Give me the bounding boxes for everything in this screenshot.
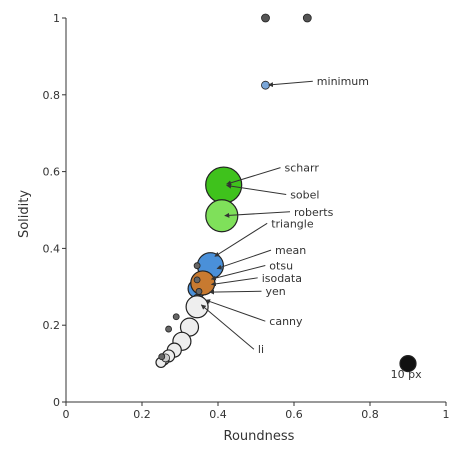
annotation-label: roberts (294, 206, 334, 219)
annotation-arrow (224, 211, 291, 218)
annotation-arrow (226, 167, 281, 186)
data-point (261, 13, 270, 23)
y-tick-label: 1 (53, 12, 60, 25)
annotation-label: yen (266, 285, 286, 298)
annotation-arrow (210, 277, 258, 287)
annotation-arrow (226, 183, 287, 195)
annotation-label: sobel (290, 188, 319, 201)
y-tick-label: 0.2 (43, 319, 61, 332)
x-tick-label: 0.4 (209, 408, 227, 421)
y-tick-label: 0 (53, 396, 60, 409)
annotation-arrow (267, 80, 313, 88)
y-tick-label: 0.6 (43, 166, 61, 179)
data-point (399, 355, 417, 373)
x-tick-label: 0.2 (133, 408, 151, 421)
data-point (205, 166, 243, 204)
annotation-label: isodata (262, 272, 302, 285)
x-tick-label: 0.8 (361, 408, 379, 421)
data-point (165, 325, 173, 333)
scale-label: 10 px (391, 368, 422, 381)
data-points (155, 13, 417, 373)
annotation-label: minimum (317, 75, 369, 88)
x-tick-label: 1 (443, 408, 450, 421)
y-axis-title: Solidity (17, 190, 32, 238)
annotation-arrow (216, 249, 272, 270)
data-point (302, 13, 312, 23)
annotation-arrow (210, 265, 266, 281)
data-point (205, 199, 239, 233)
x-axis-title: Roundness (224, 429, 295, 444)
data-point (185, 295, 209, 319)
data-point (195, 288, 203, 295)
data-point (158, 353, 166, 361)
y-tick-label: 0.4 (43, 242, 61, 255)
annotation-label: canny (269, 315, 303, 328)
annotation-label: otsu (269, 260, 293, 273)
annotation-arrow (205, 299, 266, 322)
annotation-arrow (214, 222, 268, 257)
data-point (172, 313, 180, 321)
annotation-label: scharr (285, 162, 320, 175)
x-tick-label: 0 (63, 408, 70, 421)
annotation-label: triangle (271, 217, 314, 230)
data-point (193, 262, 201, 270)
annotation-arrow (209, 289, 262, 295)
data-point (261, 80, 270, 90)
axis-ticks: 0 0.2 0.4 0.6 0.8 1 0 0.2 0.4 0.6 0.8 1 (43, 12, 450, 421)
annotation-label: li (258, 343, 264, 356)
y-tick-label: 0.8 (43, 89, 61, 102)
annotation-label: mean (275, 244, 306, 257)
x-tick-label: 0.6 (285, 408, 303, 421)
data-point (193, 276, 201, 284)
data-point (190, 270, 216, 296)
annotation-arrow (200, 304, 255, 350)
